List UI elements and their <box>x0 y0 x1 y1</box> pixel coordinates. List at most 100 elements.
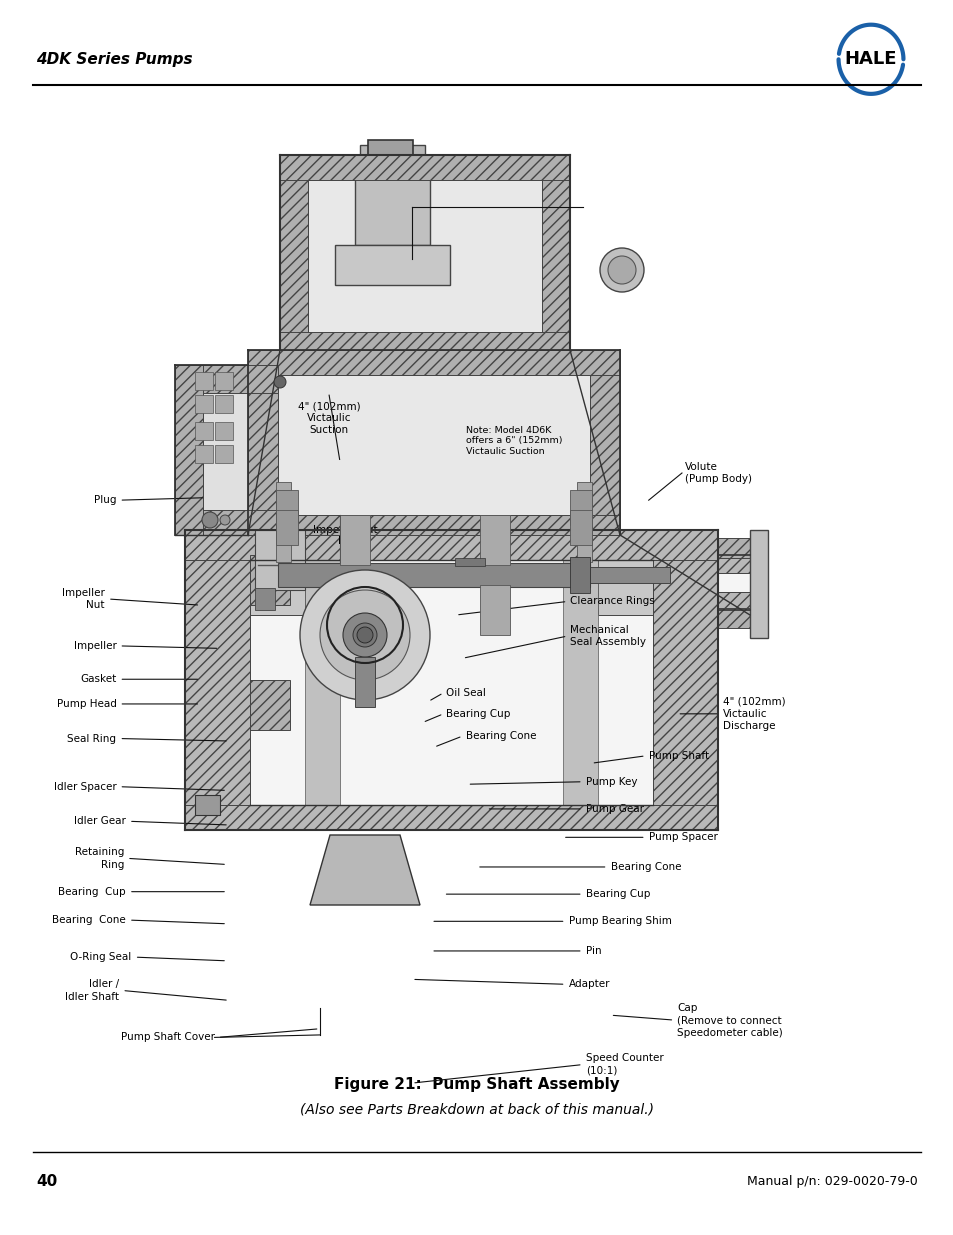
Polygon shape <box>310 835 419 905</box>
Text: Speed Counter
(10:1): Speed Counter (10:1) <box>585 1053 662 1076</box>
Text: Manual p/n: 029-0020-79-0: Manual p/n: 029-0020-79-0 <box>746 1176 917 1188</box>
Circle shape <box>343 613 387 657</box>
Circle shape <box>220 515 230 525</box>
Bar <box>280 156 569 180</box>
Text: Clearance Rings: Clearance Rings <box>570 597 655 606</box>
Text: Bearing Cone: Bearing Cone <box>465 731 536 741</box>
Bar <box>562 559 598 805</box>
Text: Pump Gear: Pump Gear <box>585 804 643 814</box>
Text: Adapter: Adapter <box>568 979 610 989</box>
Bar <box>569 490 592 525</box>
Bar <box>275 510 297 545</box>
Text: Cap
(Remove to connect
Speedometer cable): Cap (Remove to connect Speedometer cable… <box>677 1003 782 1037</box>
Text: Note: Model 4D6K
offers a 6" (152mm)
Victaulic Suction: Note: Model 4D6K offers a 6" (152mm) Vic… <box>465 426 561 456</box>
Bar <box>569 510 592 545</box>
Bar <box>214 395 233 412</box>
Text: Bearing Cone: Bearing Cone <box>610 862 680 872</box>
Bar <box>479 585 510 635</box>
Text: Idler Gear: Idler Gear <box>74 816 126 826</box>
Bar <box>718 573 749 592</box>
Text: 4" (102mm)
Victaulic
Discharge: 4" (102mm) Victaulic Discharge <box>722 697 785 731</box>
Bar <box>194 372 213 390</box>
Text: Pump Bearing Shim: Pump Bearing Shim <box>568 916 671 926</box>
Text: Pump Shaft: Pump Shaft <box>648 751 708 761</box>
Circle shape <box>202 513 218 529</box>
Text: Idler /
Idler Shaft: Idler / Idler Shaft <box>65 979 119 1002</box>
Text: Pump Spacer: Pump Spacer <box>648 832 717 842</box>
Bar <box>275 490 297 525</box>
Bar <box>718 608 752 629</box>
Bar <box>194 395 213 412</box>
Bar <box>277 375 589 515</box>
Bar <box>248 515 619 535</box>
Bar <box>339 515 370 564</box>
Text: Pin: Pin <box>585 946 600 956</box>
Text: Bearing  Cup: Bearing Cup <box>58 887 126 897</box>
Bar <box>248 350 619 375</box>
Bar <box>275 482 291 562</box>
Text: Gasket: Gasket <box>80 674 116 684</box>
Bar <box>254 530 305 590</box>
Bar <box>174 366 277 393</box>
Bar <box>305 559 339 805</box>
Circle shape <box>299 571 430 700</box>
Bar <box>280 332 569 350</box>
Text: Retaining
Ring: Retaining Ring <box>74 847 124 869</box>
Text: Impeller: Impeller <box>73 641 116 651</box>
Text: 4" (102mm)
Victaulic
Suction: 4" (102mm) Victaulic Suction <box>297 401 360 435</box>
Bar <box>718 555 749 573</box>
Text: 4DK Series Pumps: 4DK Series Pumps <box>36 52 193 67</box>
Bar <box>455 558 484 566</box>
Bar <box>749 530 767 638</box>
Bar <box>718 538 752 558</box>
Bar <box>203 393 277 510</box>
Bar <box>214 445 233 463</box>
Bar <box>277 563 589 587</box>
Bar <box>194 795 220 815</box>
Bar <box>250 559 652 805</box>
Bar <box>577 482 592 562</box>
Text: Bearing Cup: Bearing Cup <box>446 709 510 719</box>
Text: Pump Shaft Cover: Pump Shaft Cover <box>120 1032 214 1042</box>
Text: Pump Key: Pump Key <box>585 777 637 787</box>
Bar <box>652 530 718 830</box>
Bar <box>174 510 277 535</box>
Bar <box>185 530 250 830</box>
Bar <box>250 680 290 730</box>
Bar <box>368 140 413 161</box>
Bar <box>248 350 277 535</box>
Bar <box>589 567 669 583</box>
Circle shape <box>599 248 643 291</box>
Bar <box>589 350 619 535</box>
Text: Mechanical
Seal Assembly: Mechanical Seal Assembly <box>570 625 646 647</box>
Bar <box>339 585 370 635</box>
Text: Plug: Plug <box>93 495 116 505</box>
Bar <box>185 805 718 830</box>
Text: Pump Head: Pump Head <box>56 699 116 709</box>
Text: Figure 21:  Pump Shaft Assembly: Figure 21: Pump Shaft Assembly <box>334 1077 619 1092</box>
Circle shape <box>356 627 373 643</box>
Text: 40: 40 <box>36 1174 57 1189</box>
Bar <box>355 657 375 706</box>
Bar <box>250 559 305 615</box>
Bar <box>174 366 203 535</box>
Circle shape <box>319 590 410 680</box>
Bar <box>718 592 749 610</box>
Text: Impeller Nut
Pin: Impeller Nut Pin <box>313 525 377 546</box>
Bar <box>185 530 718 559</box>
Text: Volute
(Pump Body): Volute (Pump Body) <box>684 462 751 484</box>
Bar <box>598 559 652 615</box>
Circle shape <box>607 256 636 284</box>
Bar <box>194 445 213 463</box>
Bar <box>355 175 430 245</box>
Bar <box>254 588 274 610</box>
Circle shape <box>274 375 286 388</box>
Bar <box>250 555 290 605</box>
Text: Bearing  Cone: Bearing Cone <box>52 915 126 925</box>
Text: Idler Spacer: Idler Spacer <box>53 782 116 792</box>
Bar <box>194 422 213 440</box>
Text: Seal Ring: Seal Ring <box>68 734 116 743</box>
Bar <box>569 557 589 593</box>
Text: Bearing Cup: Bearing Cup <box>585 889 649 899</box>
Circle shape <box>353 622 376 647</box>
